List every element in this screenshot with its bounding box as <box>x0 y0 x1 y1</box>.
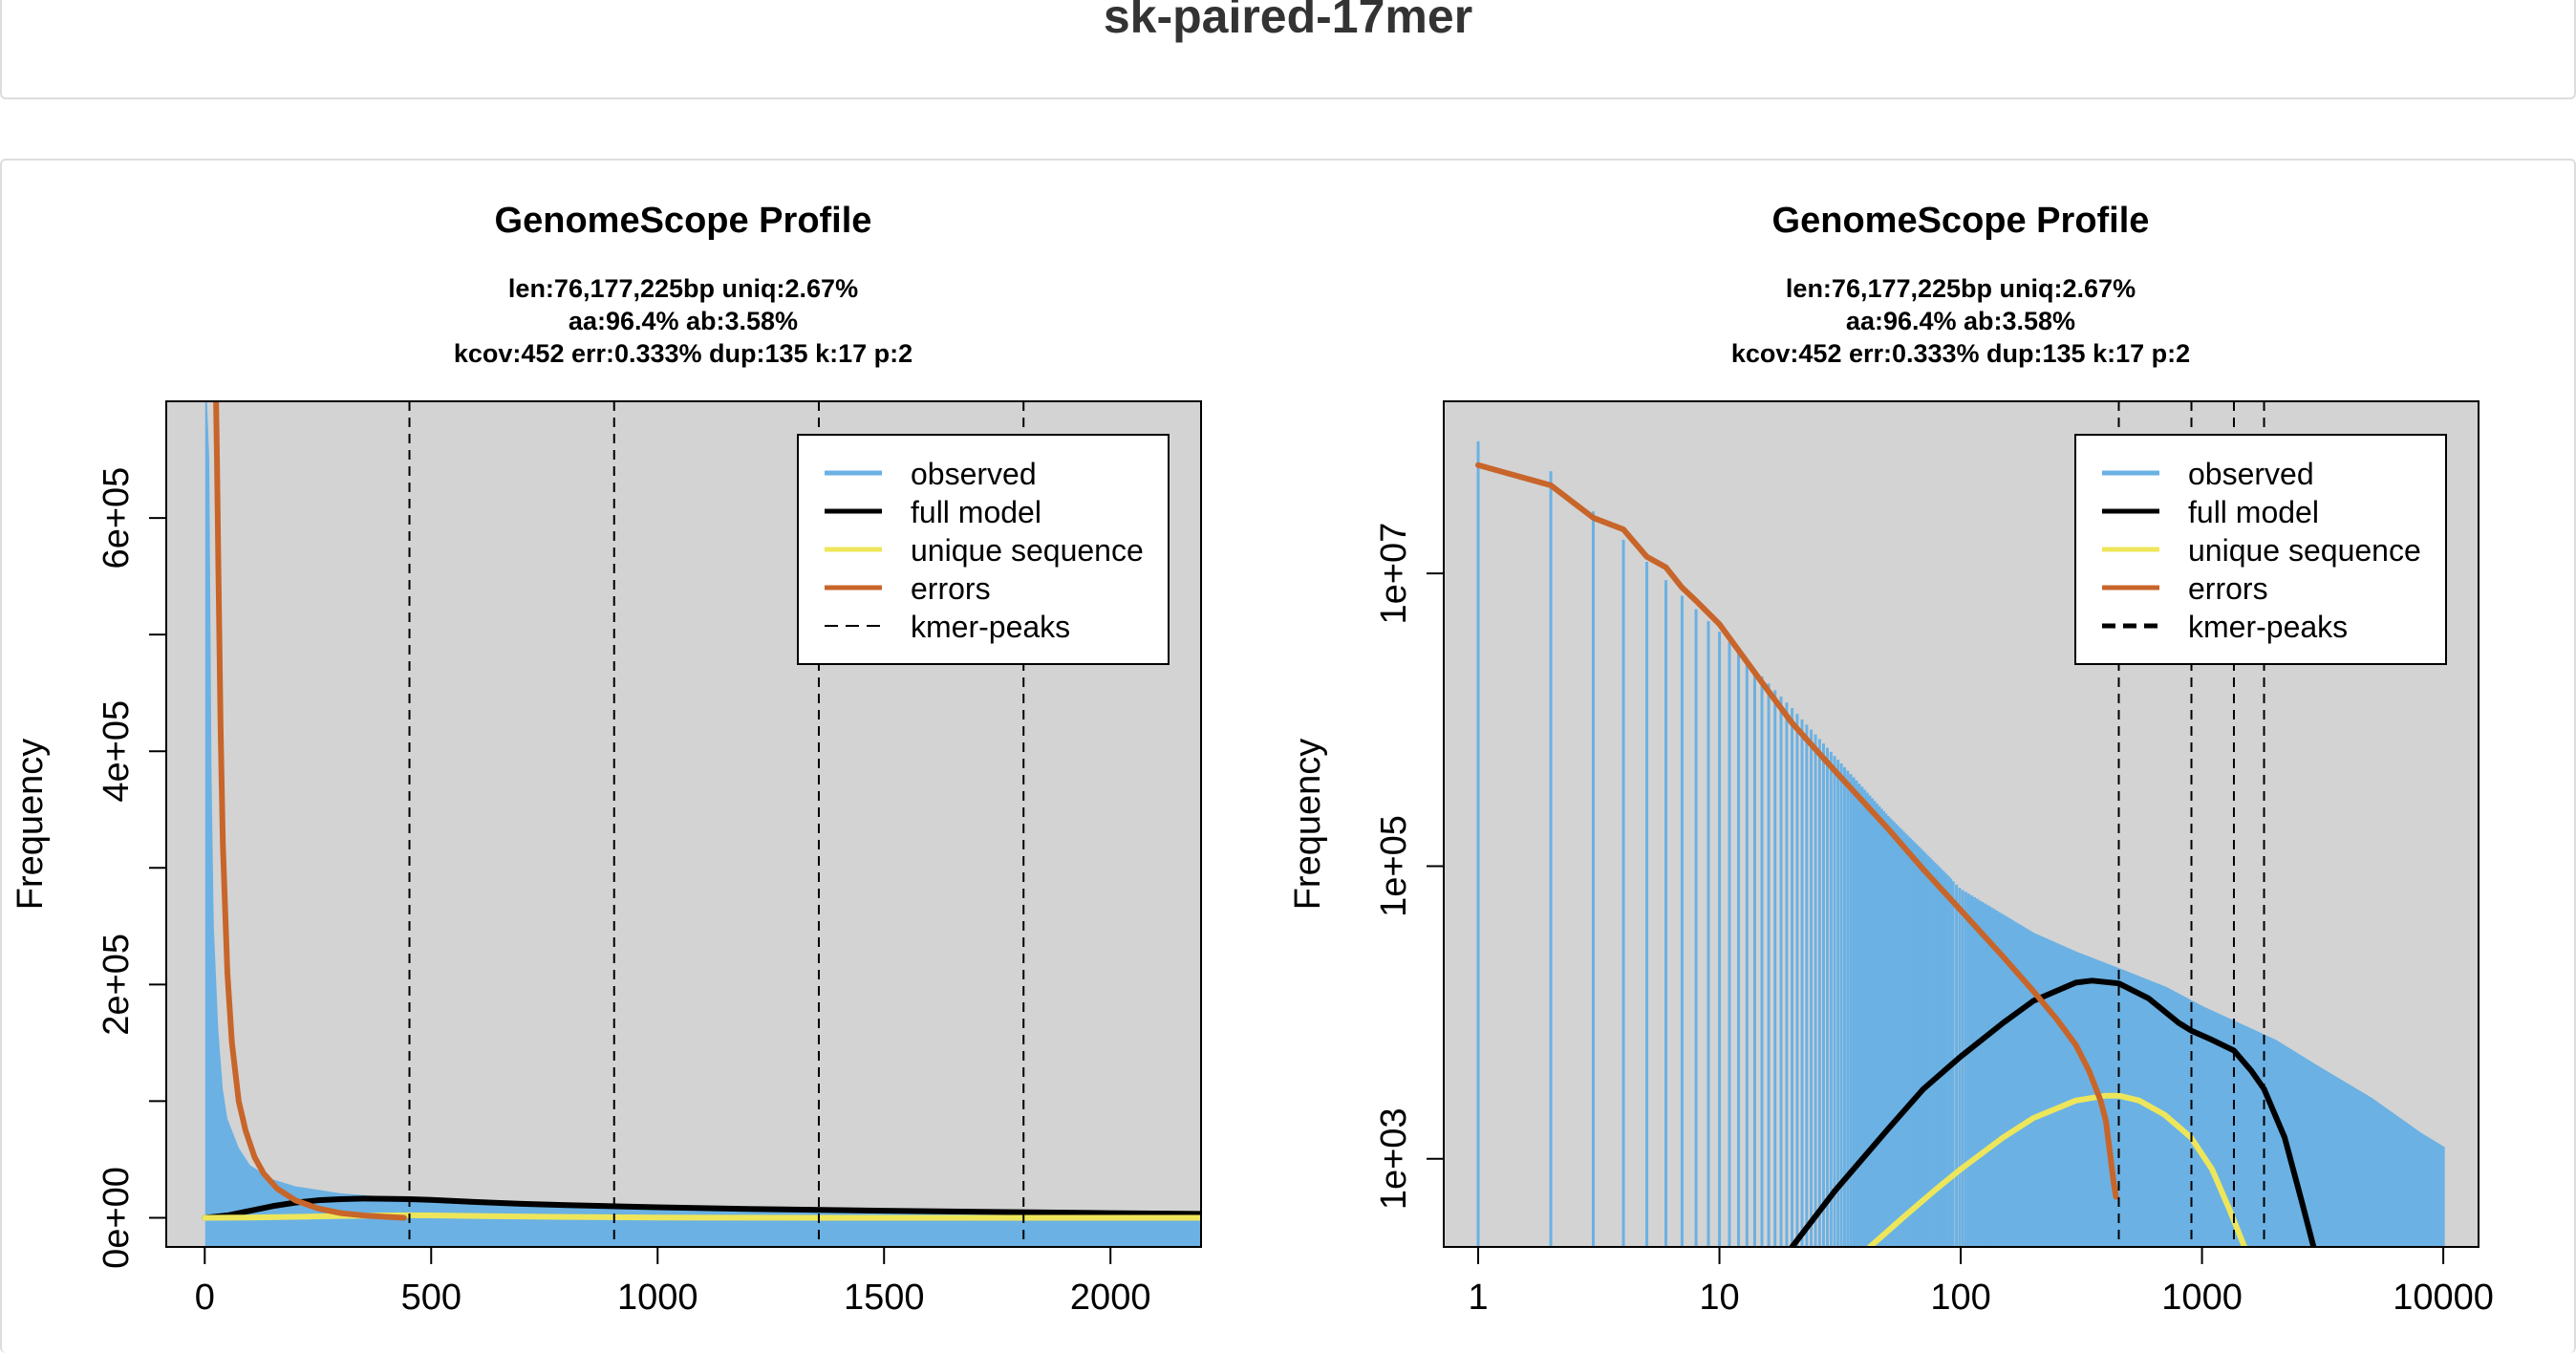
legend-label: unique sequence <box>911 533 1144 568</box>
legend-label: errors <box>2188 571 2268 606</box>
page-title: sk-paired-17mer <box>1103 0 1473 43</box>
title-panel: sk-paired-17mer <box>0 0 2576 99</box>
legend-label: observed <box>2188 457 2314 491</box>
legend-label: kmer-peaks <box>2188 610 2348 644</box>
x-tick-label: 0 <box>195 1278 215 1318</box>
legend-label: full model <box>911 495 1041 529</box>
x-tick-label: 500 <box>401 1278 462 1318</box>
legend-label: errors <box>911 571 991 606</box>
y-tick-label: 6e+05 <box>97 467 137 569</box>
y-tick-label: 0e+00 <box>97 1167 137 1269</box>
chart-subtitle-line: kcov:452 err:0.333% dup:135 k:17 p:2 <box>1731 339 2190 368</box>
chart-subtitle-line: aa:96.4% ab:3.58% <box>1846 307 2075 335</box>
chart-title: GenomeScope Profile <box>495 201 872 241</box>
y-tick-label: 4e+05 <box>97 700 137 803</box>
x-tick-label: 1 <box>1468 1278 1488 1318</box>
y-tick-label: 1e+03 <box>1374 1107 1414 1210</box>
chart-2: GenomeScope Profile len:76,177,225bp uniq… <box>1288 201 2494 1318</box>
y-tick-label: 2e+05 <box>97 934 137 1036</box>
series-full-model <box>202 1195 1201 1221</box>
chart-1: GenomeScope Profile len:76,177,225bp uniq… <box>11 201 1202 1318</box>
plot-frame <box>165 400 1202 1248</box>
legend-label: unique sequence <box>2188 533 2421 568</box>
chart-subtitle-line: len:76,177,225bp uniq:2.67% <box>508 274 858 303</box>
series-errors <box>213 401 407 1221</box>
chart-title: GenomeScope Profile <box>1772 201 2150 241</box>
series-full-model <box>1789 977 2317 1247</box>
legend-label: full model <box>2188 495 2319 529</box>
x-tick-label: 10 <box>1699 1278 1739 1318</box>
y-tick-label: 1e+05 <box>1374 815 1414 917</box>
legend-label: observed <box>911 457 1037 491</box>
plot-layer <box>202 401 1201 1247</box>
series-errors <box>1475 462 2119 1200</box>
chart-subtitle-line: kcov:452 err:0.333% dup:135 k:17 p:2 <box>454 339 912 368</box>
x-tick-label: 1000 <box>2161 1278 2243 1318</box>
series-unique-sequence <box>202 1212 1201 1221</box>
y-axis-label: Frequency <box>1288 739 1328 911</box>
x-tick-label: 1000 <box>617 1278 698 1318</box>
y-axis-label: Frequency <box>11 739 51 911</box>
x-tick-label: 100 <box>1930 1278 1990 1318</box>
y-tick-label: 1e+07 <box>1374 523 1414 625</box>
x-tick-label: 10000 <box>2393 1278 2494 1318</box>
chart-subtitle-line: aa:96.4% ab:3.58% <box>569 307 798 335</box>
chart-subtitle-line: len:76,177,225bp uniq:2.67% <box>1786 274 2136 303</box>
series-unique-sequence <box>1866 1092 2248 1247</box>
plot-layer <box>1475 401 2445 1247</box>
x-tick-label: 1500 <box>844 1278 925 1318</box>
legend-label: kmer-peaks <box>911 610 1070 644</box>
x-tick-label: 2000 <box>1070 1278 1151 1318</box>
